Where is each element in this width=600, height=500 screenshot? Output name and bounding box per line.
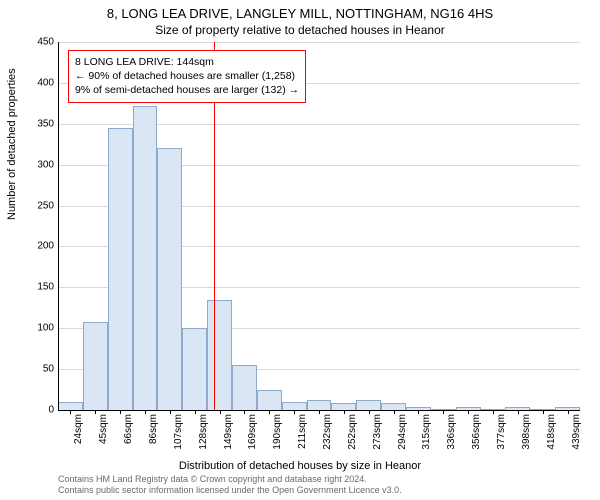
annotation-line: 9% of semi-detached houses are larger (1… [75, 83, 299, 97]
footer-line-2: Contains public sector information licen… [58, 485, 402, 496]
histogram-bar [133, 106, 158, 410]
y-axis-line [58, 42, 59, 410]
x-tick: 356sqm [471, 414, 482, 450]
x-tick: 398sqm [521, 414, 532, 450]
x-tick: 294sqm [397, 414, 408, 450]
annotation-line: 8 LONG LEA DRIVE: 144sqm [75, 55, 299, 69]
x-tick: 169sqm [247, 414, 258, 450]
histogram-bar [282, 402, 307, 410]
histogram-bar [207, 300, 232, 410]
x-tick: 86sqm [148, 414, 159, 444]
footer-line-1: Contains HM Land Registry data © Crown c… [58, 474, 402, 485]
x-tick: 232sqm [322, 414, 333, 450]
x-tick: 211sqm [297, 414, 308, 449]
histogram-bar [83, 322, 108, 410]
plot-area: 05010015020025030035040045024sqm45sqm66s… [58, 42, 580, 410]
y-tick: 450 [28, 37, 54, 48]
gridline [58, 42, 580, 43]
chart-subtitle: Size of property relative to detached ho… [0, 21, 600, 37]
x-tick: 24sqm [73, 414, 84, 444]
x-tick: 45sqm [98, 414, 109, 444]
y-tick: 100 [28, 323, 54, 334]
histogram-bar [157, 148, 182, 410]
annotation-line: ← 90% of detached houses are smaller (1,… [75, 69, 299, 83]
chart-title-address: 8, LONG LEA DRIVE, LANGLEY MILL, NOTTING… [0, 0, 600, 21]
annotation-box: 8 LONG LEA DRIVE: 144sqm← 90% of detache… [68, 50, 306, 103]
y-tick: 250 [28, 200, 54, 211]
x-tick: 149sqm [223, 414, 234, 450]
x-tick: 66sqm [123, 414, 134, 444]
y-tick: 300 [28, 159, 54, 170]
x-tick: 107sqm [173, 414, 184, 450]
x-tick: 315sqm [421, 414, 432, 450]
y-tick: 150 [28, 282, 54, 293]
chart-area: 05010015020025030035040045024sqm45sqm66s… [58, 42, 580, 410]
histogram-bar [307, 400, 332, 410]
histogram-bar [232, 365, 257, 410]
histogram-bar [182, 328, 207, 410]
x-tick: 418sqm [546, 414, 557, 450]
histogram-bar [58, 402, 83, 410]
y-tick: 350 [28, 118, 54, 129]
y-tick: 50 [28, 364, 54, 375]
x-tick: 439sqm [571, 414, 582, 450]
y-tick: 400 [28, 77, 54, 88]
histogram-bar [356, 400, 381, 410]
chart-footer: Contains HM Land Registry data © Crown c… [58, 474, 402, 497]
x-tick: 336sqm [446, 414, 457, 450]
x-tick: 128sqm [198, 414, 209, 450]
histogram-bar [257, 390, 282, 410]
x-tick: 377sqm [496, 414, 507, 450]
x-axis-label: Distribution of detached houses by size … [0, 460, 600, 472]
histogram-bar [108, 128, 133, 410]
x-tick: 252sqm [347, 414, 358, 450]
y-tick: 0 [28, 405, 54, 416]
x-tick: 190sqm [272, 414, 283, 450]
y-tick: 200 [28, 241, 54, 252]
x-axis-line [58, 410, 580, 411]
y-axis-label: Number of detached properties [6, 68, 18, 220]
x-tick: 273sqm [372, 414, 383, 450]
